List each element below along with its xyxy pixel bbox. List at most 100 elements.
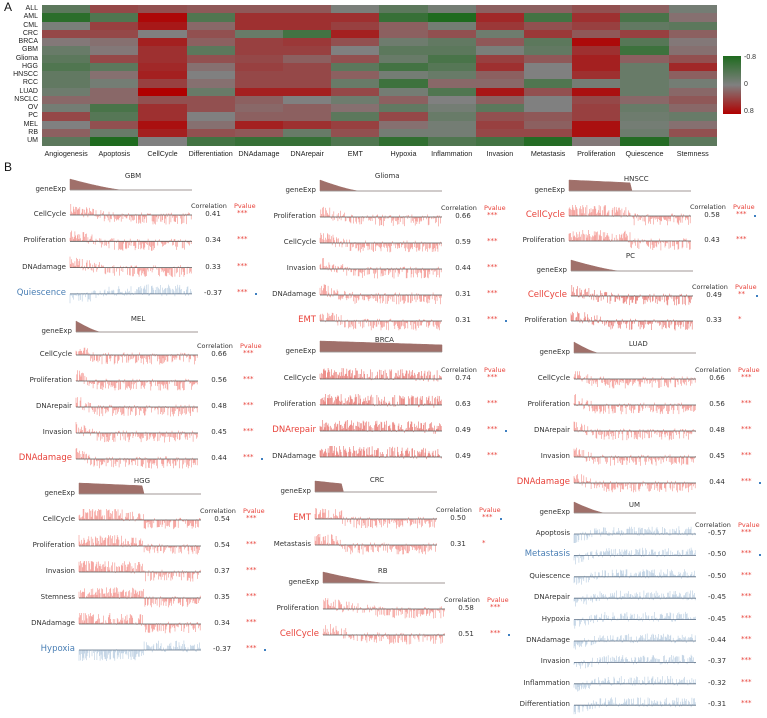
heatmap-cell	[427, 112, 477, 121]
heatmap-row-label: ALL	[25, 5, 38, 12]
pvalue-stars: ***	[243, 401, 254, 409]
pvalue-stars: ***	[741, 635, 752, 643]
heatmap-cell	[138, 46, 188, 55]
heatmap-cell	[283, 112, 332, 121]
heatmap-cell	[283, 29, 332, 39]
correlation-header: Correlation	[441, 204, 477, 212]
heatmap-row-label: NSCLC	[14, 95, 38, 103]
heatmap-cell	[42, 54, 91, 64]
panel-title: HGG	[133, 477, 151, 485]
pvalue-header: Pvalue	[240, 342, 262, 350]
heatmap-row-label: RB	[28, 128, 38, 136]
heatmap-cell	[138, 95, 188, 105]
legend-label: 0	[744, 81, 748, 88]
heatmap-cell	[524, 54, 573, 64]
pvalue-stars: ***	[243, 427, 254, 435]
sparkline-bars	[573, 611, 696, 629]
heatmap-cell	[620, 137, 670, 146]
heatmap-cell	[524, 46, 573, 55]
heatmap-column-label: DNAdamage	[238, 149, 280, 158]
heatmap-cell	[475, 5, 525, 14]
heatmap-cell	[620, 13, 670, 22]
sparkline-bars	[314, 534, 437, 555]
heatmap-cell	[572, 137, 621, 146]
correlation-value: 0.54	[214, 541, 230, 549]
heatmap-cell	[427, 46, 477, 55]
feature-label: DNAdamage	[272, 290, 316, 298]
heatmap-column-label: Angiogenesis	[44, 149, 88, 158]
heatmap-cell	[42, 71, 91, 80]
correlation-value: 0.49	[706, 291, 722, 299]
sparkline-bars	[568, 205, 691, 226]
heatmap-cell	[379, 5, 429, 14]
heatmap-cell	[283, 21, 332, 31]
highlight-marker-icon	[264, 649, 266, 651]
pvalue-stars: ***	[741, 549, 752, 558]
correlation-header: Correlation	[197, 342, 233, 350]
heatmap-cell	[524, 71, 573, 80]
heatmap-row-label: GBM	[22, 46, 38, 54]
pvalue-header: Pvalue	[487, 596, 509, 604]
heatmap-cell	[620, 95, 670, 105]
highlight-marker-icon	[500, 518, 502, 520]
heatmap-row-label: Glioma	[15, 54, 38, 62]
heatmap-cell	[379, 95, 429, 105]
heatmap-cell	[572, 120, 621, 130]
heatmap-column-label: EMT	[347, 149, 363, 158]
pvalue-stars: **	[738, 290, 745, 298]
heatmap-cell	[572, 71, 621, 80]
heatmap-column-label: Inflammation	[431, 149, 473, 158]
heatmap-cell	[379, 79, 429, 88]
correlation-value: 0.63	[455, 400, 471, 408]
gene-label: geneExp	[41, 327, 72, 335]
feature-label: Invasion	[45, 567, 75, 575]
heatmap-cell	[138, 29, 188, 39]
feature-label: DNAdamage	[272, 452, 316, 460]
sparkline-bars	[319, 368, 442, 382]
correlation-header: Correlation	[441, 366, 477, 374]
sparkline-bars	[319, 420, 442, 434]
heatmap-cell	[475, 112, 525, 121]
heatmap-cell	[234, 54, 284, 64]
correlation-value: 0.66	[455, 212, 471, 220]
pvalue-stars: ***	[487, 425, 498, 433]
heatmap-row-label: BRCA	[18, 38, 38, 45]
heatmap-cell	[42, 137, 91, 146]
heatmap-cell	[234, 112, 284, 121]
pvalue-header: Pvalue	[733, 203, 755, 211]
heatmap-cell	[379, 21, 429, 31]
heatmap-row-label: HGG	[22, 62, 38, 70]
heatmap-cell	[331, 46, 380, 55]
heatmap-cell	[331, 104, 380, 113]
gene-expression-area	[69, 178, 192, 191]
heatmap-cell	[90, 38, 139, 47]
heatmap-cell	[475, 71, 525, 80]
legend-label: 0.8	[744, 108, 754, 115]
heatmap-cell	[668, 13, 718, 22]
sparkline-bars	[75, 397, 198, 417]
heatmap-cell	[475, 128, 525, 138]
correlation-header: Correlation	[692, 283, 728, 291]
heatmap-cell	[283, 13, 332, 22]
heatmap-cell	[475, 38, 525, 47]
heatmap-cell	[427, 54, 477, 64]
correlation-value: 0.33	[706, 316, 722, 324]
correlation-value: -0.31	[707, 700, 727, 709]
gene-label: geneExp	[539, 348, 570, 356]
heatmap-cell	[90, 137, 139, 146]
heatmap-cell	[283, 5, 332, 14]
sparkline-bars	[78, 509, 201, 530]
heatmap-cell	[331, 21, 380, 31]
heatmap-cell	[42, 46, 91, 55]
pvalue-stars: ***	[246, 514, 257, 522]
feature-label: Proliferation	[524, 316, 567, 324]
pvalue-stars: ***	[487, 399, 498, 407]
heatmap-cell	[138, 38, 188, 47]
heatmap-cell	[331, 71, 380, 80]
panel-title: CRC	[369, 476, 385, 484]
sparkline-bars	[314, 508, 437, 529]
heatmap-cell	[138, 71, 188, 80]
correlation-value: 0.41	[205, 210, 221, 218]
heatmap-cell	[427, 29, 477, 39]
correlation-value: 0.49	[455, 426, 471, 434]
